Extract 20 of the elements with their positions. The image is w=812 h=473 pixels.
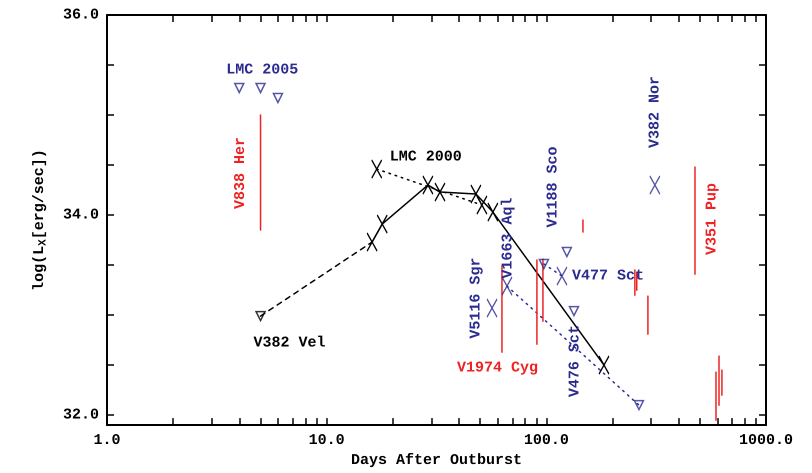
series-label: V382 Vel: [254, 334, 326, 352]
text: V476 Sct: [566, 325, 584, 398]
x-tick-label: 100.0: [524, 432, 569, 450]
x-tick-label: 10.0: [308, 432, 345, 450]
x-tick-label: 1.0: [93, 432, 121, 450]
x-axis-title: Days After Outburst: [350, 452, 522, 469]
text: V351 Pup: [703, 183, 720, 256]
series-label: LMC 2000: [390, 148, 462, 166]
x-tick-label: 1000.0: [738, 432, 794, 450]
y-tick-label: 34.0: [62, 206, 99, 224]
text: V382 Nor: [646, 76, 664, 148]
text: V838 Her: [232, 137, 250, 210]
y-tick-label: 32.0: [62, 406, 99, 424]
series-label: LMC 2005: [226, 62, 298, 79]
text: V5116 Sgr: [468, 258, 485, 339]
y-axis-title: log(LX[erg/sec]): [31, 149, 50, 291]
y-tick-label: 36.0: [62, 6, 99, 24]
text: V1188 Sco: [544, 146, 562, 228]
series-label: V1974 Cyg: [456, 360, 538, 377]
text: V1663 Aql: [499, 198, 516, 279]
